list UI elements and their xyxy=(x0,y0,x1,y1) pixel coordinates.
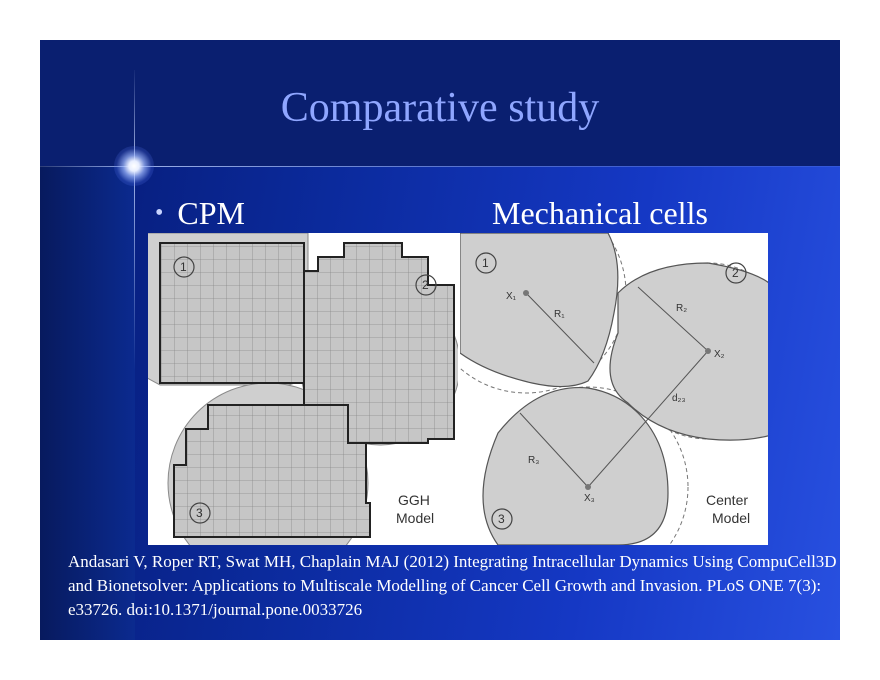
center-cell-1-marker xyxy=(475,252,497,274)
comparison-figure-svg: 1 2 3 GGH Model xyxy=(148,233,768,545)
distance-d23-label: d₂₃ xyxy=(672,393,686,404)
radius-r1-label: R₁ xyxy=(554,309,565,320)
bullet-cpm: • CPM xyxy=(155,195,245,232)
citation-text: Andasari V, Roper RT, Swat MH, Chaplain … xyxy=(68,552,837,619)
center-x2-point xyxy=(705,348,711,354)
center-model-panel: 1 2 3 X₁ X₂ X₃ R₁ R₂ R₃ d₂₃ Center Model xyxy=(460,233,768,545)
center-x3-label: X₃ xyxy=(584,493,595,504)
radius-r3-line xyxy=(519,412,589,488)
center-cell-2-marker xyxy=(725,262,747,284)
vertical-divider-line xyxy=(134,70,135,370)
center-x1-point xyxy=(523,290,529,296)
center-cell-3-marker xyxy=(491,508,513,530)
slide: Comparative study • CPM Mechanical cells xyxy=(40,40,840,640)
radius-r1-line xyxy=(525,292,595,364)
ggh-cell-1-label: 1 xyxy=(180,260,187,274)
ggh-model-label-line2: Model xyxy=(396,510,434,526)
left-panel-decoration xyxy=(40,166,135,640)
center-cell-3-label: 3 xyxy=(498,512,505,526)
distance-d23-line xyxy=(587,350,709,488)
ggh-cell-2-marker xyxy=(415,274,437,296)
bullet-dot-icon: • xyxy=(155,200,164,226)
center-model-label-line1: Center xyxy=(706,492,748,508)
title-band xyxy=(40,40,840,166)
center-cell-3-guide xyxy=(487,386,689,545)
lens-flare-decoration xyxy=(114,146,154,186)
center-cell-3-shape xyxy=(482,386,669,545)
ggh-model-panel: 1 2 3 GGH Model xyxy=(148,233,458,545)
horizontal-divider-line xyxy=(40,166,840,167)
center-cell-2-label: 2 xyxy=(732,266,739,280)
center-cell-1-label: 1 xyxy=(482,256,489,270)
comparison-figure: 1 2 3 GGH Model xyxy=(148,233,768,545)
ggh-cell-1-marker xyxy=(173,256,195,278)
radius-r3-label: R₃ xyxy=(528,455,539,466)
ggh-model-label-line1: GGH xyxy=(398,492,430,508)
ggh-cell-3-marker xyxy=(189,502,211,524)
ggh-cell-2-label: 2 xyxy=(422,278,429,292)
center-model-label-line2: Model xyxy=(712,510,750,526)
center-cell-1-shape xyxy=(460,233,619,388)
ggh-cell-3-label: 3 xyxy=(196,506,203,520)
mechanical-cells-heading: Mechanical cells xyxy=(492,195,708,231)
slide-title: Comparative study xyxy=(280,85,600,131)
bullet-cpm-text: CPM xyxy=(177,195,245,231)
radius-r2-line xyxy=(637,286,709,352)
center-x2-label: X₂ xyxy=(714,349,725,360)
ggh-cell-3-lattice xyxy=(173,404,371,538)
radius-r2-label: R₂ xyxy=(676,303,687,314)
center-x3-point xyxy=(585,484,591,490)
center-x1-label: X₁ xyxy=(506,291,517,302)
center-cell-2-shape xyxy=(609,262,768,441)
